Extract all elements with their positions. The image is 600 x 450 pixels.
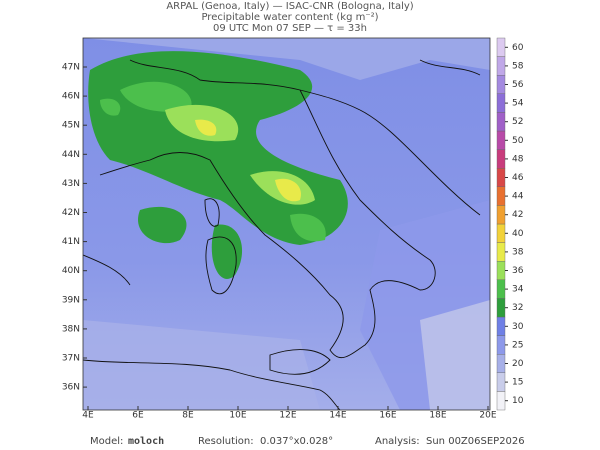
lat-label: 39N	[62, 295, 80, 305]
colorbar-box	[496, 56, 506, 76]
colorbar-box	[496, 391, 506, 411]
colorbar-box	[496, 242, 506, 262]
model-value: moloch	[128, 436, 164, 447]
header-line: 09 UTC Mon 07 SEP — τ = 33h	[213, 23, 367, 34]
lon-label: 12E	[279, 411, 296, 421]
lon-label: 16E	[379, 411, 396, 421]
lat-label: 47N	[62, 63, 80, 73]
colorbar-box	[496, 261, 506, 281]
header-line: ARPAL (Genoa, Italy) — ISAC-CNR (Bologna…	[166, 1, 413, 12]
map-axes: 47N 46N 45N 44N 43N 42N 41N 40N 39N 38N 37N 36N 4E 6E…	[62, 63, 497, 421]
colorbar-label: 32	[512, 303, 523, 313]
colorbar-label: 48	[512, 154, 524, 164]
colorbar-label: 38	[512, 247, 524, 257]
colorbar-label: 56	[512, 80, 524, 90]
lon-label: 8E	[182, 411, 194, 421]
lat-label: 41N	[62, 237, 80, 247]
colorbar-label: 58	[512, 61, 524, 71]
colorbar-label: 40	[512, 229, 524, 239]
analysis-label: Analysis:	[375, 436, 420, 447]
lon-label: 20E	[479, 411, 496, 421]
colorbar-box	[496, 354, 506, 374]
resolution-label: Resolution:	[198, 436, 254, 447]
colorbar-box	[496, 316, 506, 336]
lat-label: 36N	[62, 383, 80, 393]
colorbar-label: 30	[512, 322, 524, 332]
colorbar-box	[496, 298, 506, 318]
analysis-value: Sun 00Z06SEP2026	[426, 436, 525, 447]
colorbar-label: 25	[512, 340, 523, 350]
lon-label: 4E	[82, 411, 94, 421]
colorbar-box	[496, 223, 506, 243]
colorbar-box	[496, 279, 506, 299]
model-label: Model:	[90, 436, 123, 447]
colorbar-box	[496, 112, 506, 132]
lat-label: 44N	[62, 150, 80, 160]
colorbar-label: 52	[512, 117, 523, 127]
lon-label: 10E	[229, 411, 246, 421]
lat-label: 45N	[62, 121, 80, 131]
resolution-value: 0.037°x0.028°	[260, 436, 333, 447]
colorbar-box	[496, 74, 506, 94]
colorbar: 10 15 20 25 30 32 34 36 38 40 42 44 46 48 50 52 54 56 58 60	[496, 37, 524, 411]
lat-label: 37N	[62, 354, 80, 364]
colorbar-label: 54	[512, 99, 524, 109]
lon-label: 6E	[132, 411, 144, 421]
map-field	[83, 38, 490, 410]
colorbar-box	[496, 335, 506, 355]
colorbar-label: 42	[512, 210, 523, 220]
colorbar-box	[496, 205, 506, 225]
colorbar-box	[496, 186, 506, 206]
colorbar-box	[496, 372, 506, 392]
lat-label: 43N	[62, 179, 80, 189]
lat-label: 40N	[62, 266, 80, 276]
colorbar-label: 46	[512, 173, 524, 183]
colorbar-label: 60	[512, 43, 524, 53]
lat-label: 46N	[62, 92, 80, 102]
colorbar-box	[496, 37, 506, 57]
lat-label: 42N	[62, 208, 80, 218]
colorbar-label: 20	[512, 359, 524, 369]
colorbar-label: 50	[512, 136, 524, 146]
colorbar-box	[496, 93, 506, 113]
lon-label: 18E	[429, 411, 446, 421]
colorbar-label: 44	[512, 192, 524, 202]
lat-label: 38N	[62, 324, 80, 334]
colorbar-box	[496, 130, 506, 150]
colorbar-box	[496, 149, 506, 169]
colorbar-box	[496, 167, 506, 187]
colorbar-label: 15	[512, 378, 523, 388]
colorbar-label: 34	[512, 285, 524, 295]
header-line: Precipitable water content (kg m⁻²)	[201, 12, 378, 23]
colorbar-label: 36	[512, 266, 524, 276]
colorbar-label: 10	[512, 396, 524, 406]
lon-label: 14E	[329, 411, 346, 421]
